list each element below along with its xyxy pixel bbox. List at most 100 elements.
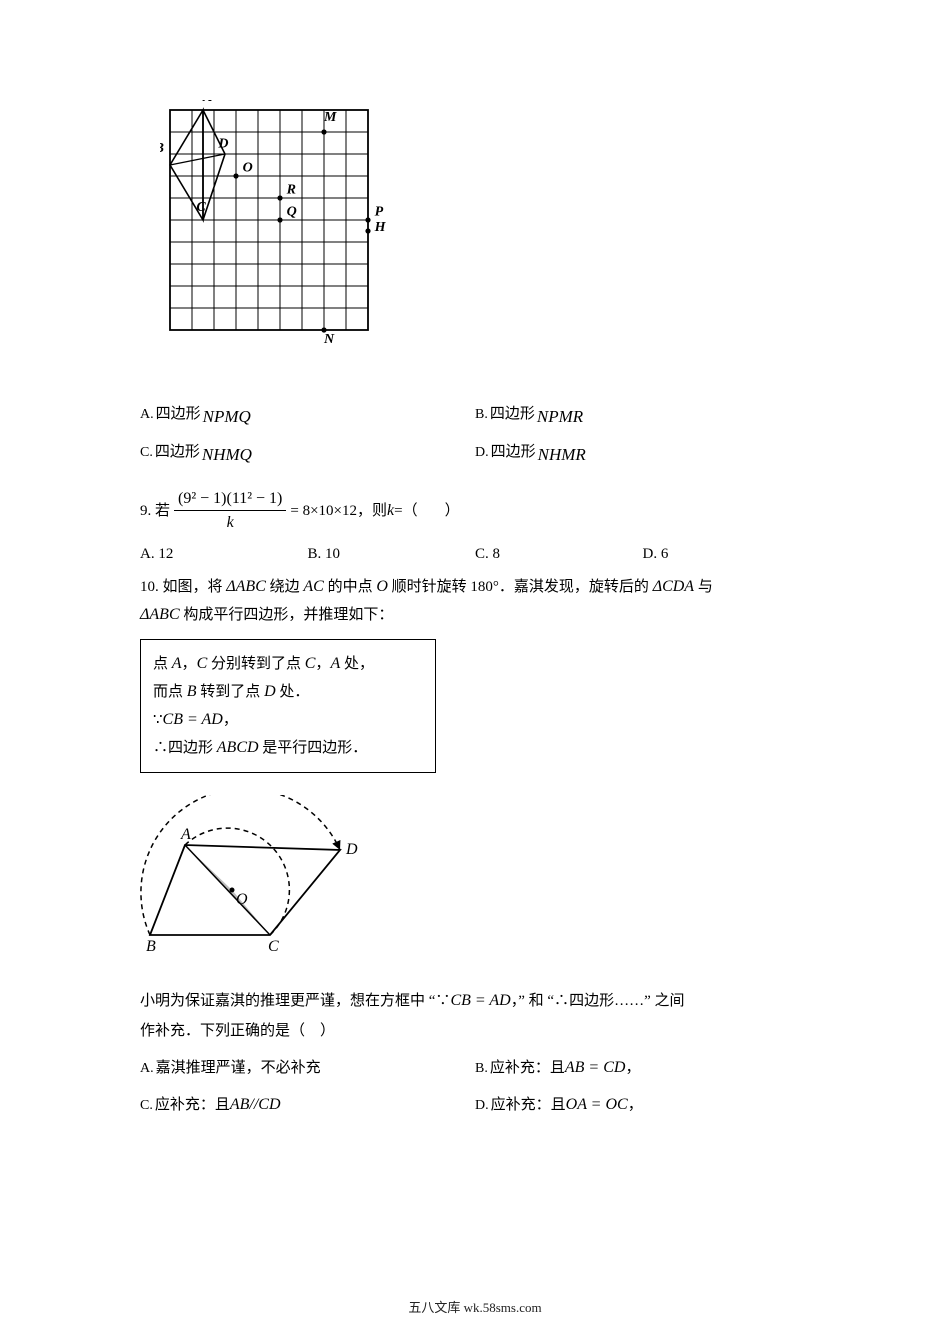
t: 处． [276,684,310,700]
svg-text:C: C [196,200,206,215]
svg-text:B: B [160,141,164,156]
m: A [330,655,340,672]
option-text: 应补充：且 [490,1050,565,1086]
option-text: 嘉淇推理严谨，不必补充 [156,1050,321,1086]
grid-svg: ABCDOMRQPHN [160,100,400,360]
math: ΔABC [226,578,266,595]
svg-text:N: N [323,332,335,347]
q9-then: 则 [372,502,387,520]
q10-tail: 小明为保证嘉淇的推理更严谨，想在方框中 “∵CB = AD，” 和 “∴四边形…… [140,986,810,1124]
q10-tail-line1: 小明为保证嘉淇的推理更严谨，想在方框中 “∵CB = AD，” 和 “∴四边形…… [140,986,810,1016]
page: ABCDOMRQPHN A. 四边形 NPMQ B. 四边形 NPMR C. 四… [0,0,950,1344]
m: B [187,683,197,700]
svg-text:B: B [146,938,156,955]
m: AB//CD [230,1087,281,1123]
m: A [172,655,182,672]
page-footer: 五八文库 wk.58sms.com [0,1297,950,1316]
option-label: A. [140,397,154,433]
q10-stem: 10. 如图，将 ΔABC 绕边 AC 的中点 O 顺时针旋转 180°．嘉淇发… [140,573,810,629]
option-sub: NPMR [537,399,583,435]
q10-option-c: C. 应补充：且 AB//CD [140,1087,475,1124]
option-value: 12 [158,546,173,562]
q9-k: k [387,501,394,520]
option-sub: NHMR [538,437,586,473]
q8-option-b: B. 四边形 NPMR [475,395,810,433]
option-label: C. [140,435,153,471]
t: 处， [340,656,374,672]
option-label: C. [475,546,489,562]
t: ∴ [554,993,569,1009]
q9-option-d: D. 6 [643,546,811,563]
svg-text:D: D [217,136,228,151]
option-value: 8 [493,546,501,562]
option-sub: NHMQ [202,437,252,473]
q9-fraction: (9² − 1)(11² − 1) k [174,489,286,532]
option-label: B. [475,1051,488,1087]
proof-line-2: 而点 B 转到了点 D 处． [153,678,423,706]
m: C [305,655,316,672]
t: ， [628,1087,643,1123]
q9-blank: （ ） [403,502,466,520]
option-value: 10 [325,546,340,562]
fraction-numerator: (9² − 1)(11² − 1) [174,489,286,511]
m: D [264,683,276,700]
q8-option-c: C. 四边形 NHMQ [140,433,475,471]
m: C [197,655,208,672]
t: ∵ [153,712,163,728]
option-text: 四边形 [490,396,535,432]
option-label: C. [140,1088,153,1124]
svg-text:Q: Q [287,205,297,220]
option-label: D. [475,1088,489,1124]
q9-options: A. 12 B. 10 C. 8 D. 6 [140,546,810,563]
q9-stem: 9. 若 (9² − 1)(11² − 1) k = 8×10×12， 则 k … [140,489,810,532]
rotation-figure: ABCDO [140,795,810,960]
q9-eq: = [394,502,402,520]
t: 分别转到了点 [207,656,305,672]
option-label: D. [475,435,489,471]
text: 10. 如图，将 [140,579,226,595]
text: 绕边 [266,579,304,595]
svg-text:O: O [236,891,248,908]
t: ∴四边形 [153,740,217,756]
text: 顺时针旋转 180°．嘉淇发现，旋转后的 [388,579,653,595]
q8-options: A. 四边形 NPMQ B. 四边形 NPMR C. 四边形 NHMQ D. 四… [140,395,810,471]
m: ABCD [217,739,259,756]
svg-text:H: H [374,220,387,235]
svg-text:A: A [202,100,212,105]
option-label: B. [308,546,322,562]
option-text: 应补充：且 [491,1087,566,1123]
t: ，” 和 “ [511,993,554,1009]
m: CB = AD [450,992,510,1009]
text: 构成平行四边形，并推理如下： [180,607,394,623]
fraction-denominator: k [227,511,234,532]
math: O [376,578,388,595]
t: 转到了点 [197,684,265,700]
svg-text:M: M [323,110,337,125]
m: OA = OC [566,1087,628,1123]
q9-option-a: A. 12 [140,546,308,563]
option-text: 四边形 [491,434,536,470]
option-text: 四边形 [156,396,201,432]
q10-option-a: A. 嘉淇推理严谨，不必补充 [140,1050,475,1087]
q8-option-a: A. 四边形 NPMQ [140,395,475,433]
t: ， [625,1050,640,1086]
option-label: D. [643,546,658,562]
option-label: A. [140,546,155,562]
q9-prefix: 9. 若 [140,502,170,520]
q10-option-d: D. 应补充：且 OA = OC ， [475,1087,810,1124]
q8-option-d: D. 四边形 NHMR [475,433,810,471]
t: 点 [153,656,172,672]
q9-mid: = 8×10×12， [290,502,372,520]
proof-line-3: ∵CB = AD， [153,706,423,734]
svg-text:D: D [345,841,358,858]
math: ΔCDA [653,578,694,595]
grid-figure: ABCDOMRQPHN [160,100,810,365]
math: ΔABC [140,606,180,623]
q10-option-b: B. 应补充：且 AB = CD ， [475,1050,810,1087]
t: 而点 [153,684,187,700]
proof-line-4: ∴四边形 ABCD 是平行四边形． [153,734,423,762]
t: 小明为保证嘉淇的推理更严谨，想在方框中 “ [140,993,435,1009]
t: ， [315,656,330,672]
q9-option-b: B. 10 [308,546,476,563]
t: ， [182,656,197,672]
